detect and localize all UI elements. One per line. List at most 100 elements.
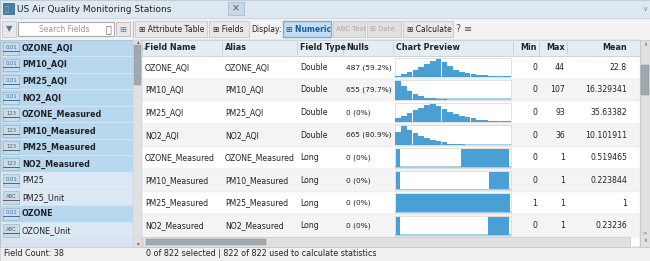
Bar bbox=[3, 58, 19, 71]
Bar bbox=[430, 104, 436, 122]
Bar bbox=[441, 109, 447, 122]
Bar bbox=[459, 72, 465, 77]
Text: 0.223844: 0.223844 bbox=[590, 176, 627, 185]
Bar bbox=[396, 217, 400, 234]
Bar bbox=[135, 21, 207, 37]
Bar bbox=[1, 140, 133, 155]
Bar bbox=[3, 207, 19, 220]
Bar bbox=[465, 73, 471, 77]
Text: PM10_Measured: PM10_Measured bbox=[225, 176, 288, 185]
Text: 123: 123 bbox=[6, 128, 16, 133]
Bar bbox=[1, 156, 133, 172]
Text: 0: 0 bbox=[532, 85, 537, 94]
Text: ⊞ Numeric: ⊞ Numeric bbox=[286, 25, 331, 33]
Text: Alias: Alias bbox=[225, 44, 247, 52]
Text: 1: 1 bbox=[532, 199, 537, 207]
Bar bbox=[395, 144, 511, 145]
Bar bbox=[500, 121, 505, 122]
Text: ⬛: ⬛ bbox=[5, 5, 9, 12]
Bar bbox=[403, 21, 453, 37]
Bar bbox=[419, 67, 424, 77]
Bar bbox=[419, 96, 424, 100]
Bar bbox=[142, 40, 640, 247]
Bar bbox=[209, 21, 249, 37]
Bar bbox=[395, 125, 511, 145]
Bar bbox=[395, 171, 511, 190]
Bar bbox=[142, 79, 640, 101]
Text: OZONE_Unit: OZONE_Unit bbox=[22, 226, 72, 235]
Text: ▴: ▴ bbox=[136, 39, 139, 44]
Bar bbox=[436, 141, 441, 145]
Text: ABC: ABC bbox=[6, 227, 16, 232]
Text: 44: 44 bbox=[555, 63, 565, 72]
Bar bbox=[3, 224, 19, 237]
Bar bbox=[424, 98, 430, 100]
Text: 0.01: 0.01 bbox=[5, 94, 17, 99]
Text: >: > bbox=[643, 230, 647, 235]
Text: ▾: ▾ bbox=[136, 241, 139, 246]
Bar bbox=[413, 70, 418, 77]
Bar bbox=[1, 173, 133, 188]
Text: 0.23236: 0.23236 bbox=[595, 221, 627, 230]
Text: 0.01: 0.01 bbox=[5, 210, 17, 215]
Bar bbox=[3, 158, 19, 170]
Bar bbox=[413, 94, 418, 100]
Text: Long: Long bbox=[300, 153, 318, 162]
Text: 22.8: 22.8 bbox=[610, 63, 627, 72]
Bar bbox=[419, 136, 424, 145]
Text: Nulls: Nulls bbox=[346, 44, 369, 52]
Text: NO2_AQI: NO2_AQI bbox=[225, 131, 259, 140]
Text: 10.101911: 10.101911 bbox=[585, 131, 627, 140]
Bar bbox=[134, 45, 141, 85]
Text: ABC: ABC bbox=[6, 194, 16, 199]
Text: 0 (0%): 0 (0%) bbox=[346, 200, 370, 206]
Text: 16.329341: 16.329341 bbox=[585, 85, 627, 94]
Text: 123: 123 bbox=[6, 111, 16, 116]
Bar bbox=[395, 211, 511, 213]
Bar bbox=[395, 76, 511, 77]
Text: 0.01: 0.01 bbox=[5, 61, 17, 66]
Bar bbox=[395, 57, 511, 77]
Text: ⊞ Calculate: ⊞ Calculate bbox=[407, 25, 452, 33]
Text: 0 (0%): 0 (0%) bbox=[346, 109, 370, 116]
Bar bbox=[395, 148, 511, 168]
Bar bbox=[488, 121, 493, 122]
Text: PM25_Measured: PM25_Measured bbox=[225, 199, 288, 207]
Text: 0 (0%): 0 (0%) bbox=[346, 155, 370, 161]
Bar bbox=[3, 108, 19, 121]
Bar bbox=[396, 149, 400, 167]
Text: OZONE_Measured: OZONE_Measured bbox=[225, 153, 295, 162]
Bar bbox=[146, 239, 266, 245]
Bar bbox=[1, 57, 133, 73]
Text: Field Count: 38: Field Count: 38 bbox=[4, 250, 64, 258]
Bar bbox=[0, 0, 650, 18]
Bar bbox=[3, 92, 19, 104]
Bar bbox=[1, 123, 133, 139]
Bar bbox=[142, 214, 640, 237]
Text: PM25_AQI: PM25_AQI bbox=[225, 108, 263, 117]
Bar bbox=[3, 125, 19, 137]
Text: 0: 0 bbox=[532, 153, 537, 162]
Text: 0 (0%): 0 (0%) bbox=[346, 177, 370, 184]
Text: Display:: Display: bbox=[251, 25, 281, 33]
Bar bbox=[142, 124, 640, 146]
Bar bbox=[482, 75, 488, 77]
Bar bbox=[465, 117, 471, 122]
Bar bbox=[401, 74, 406, 77]
Bar bbox=[419, 108, 424, 122]
Text: Mean: Mean bbox=[603, 44, 627, 52]
Bar bbox=[367, 21, 401, 37]
Text: PM10_AQI: PM10_AQI bbox=[225, 85, 263, 94]
Text: OZONE: OZONE bbox=[22, 209, 53, 218]
Bar bbox=[506, 76, 511, 77]
Bar bbox=[407, 91, 412, 100]
Text: ◂: ◂ bbox=[143, 45, 146, 50]
Bar bbox=[447, 144, 453, 145]
Bar bbox=[453, 114, 459, 122]
Text: 0.01: 0.01 bbox=[5, 177, 17, 182]
Bar bbox=[3, 3, 14, 14]
Text: ⊞ Attribute Table: ⊞ Attribute Table bbox=[139, 25, 204, 33]
Text: Search Fields: Search Fields bbox=[39, 25, 89, 33]
Text: NO2_Measured: NO2_Measured bbox=[145, 221, 203, 230]
Text: ?: ? bbox=[456, 24, 461, 34]
